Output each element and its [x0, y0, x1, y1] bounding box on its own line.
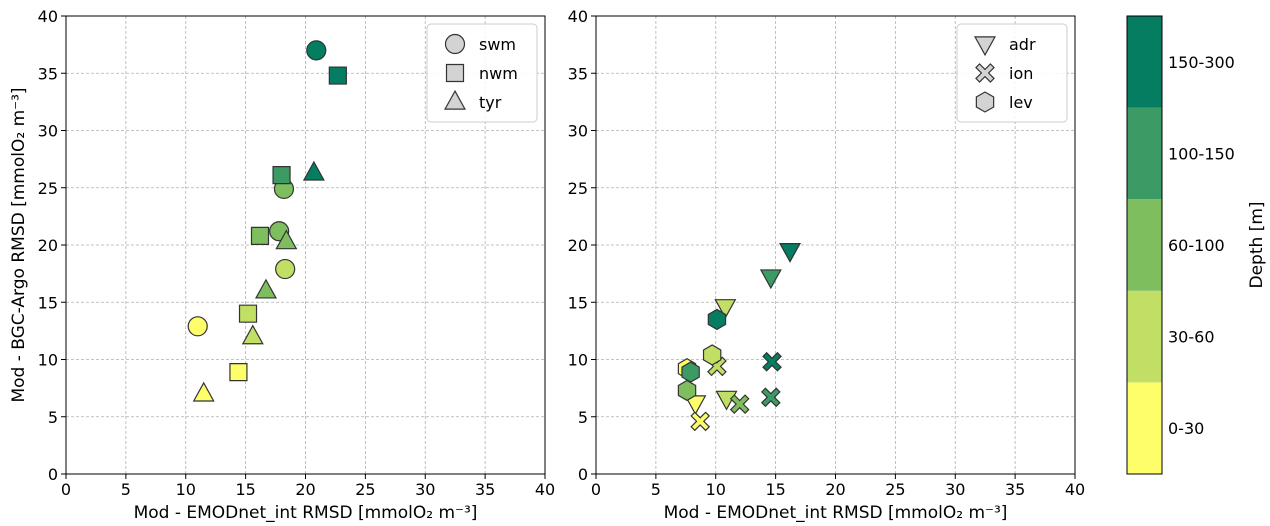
y-tick-label: 10: [38, 351, 58, 370]
tyr-data-point: [254, 278, 277, 299]
x-tick-label: 0: [61, 480, 71, 499]
lev-data-point: [702, 344, 722, 366]
tyr-data-point: [275, 229, 298, 250]
colorbar-tick-label: 0-30: [1168, 419, 1204, 438]
colorbar-tick-label: 100-150: [1168, 144, 1235, 163]
legend-lev-label: lev: [1009, 93, 1033, 112]
x-tick-label: 25: [885, 480, 905, 499]
adr-data-point: [714, 299, 737, 319]
legend-nwm-marker: [445, 63, 465, 83]
y-tick-label: 5: [578, 408, 588, 427]
x-tick-label: 40: [1065, 480, 1085, 499]
y-tick-label: 15: [568, 293, 588, 312]
lev-data-point: [707, 308, 727, 331]
colorbar-tick-label: 60-100: [1168, 236, 1225, 255]
colorbar-segment-0-30: [1127, 382, 1162, 474]
y-tick-label: 0: [578, 465, 588, 484]
colorbar-segment-60-100: [1127, 199, 1162, 291]
legend-nwm-label: nwm: [479, 64, 518, 83]
left-chart-panel: 0 5 10 15 20 25 30 35 40 0 5 10 15 20 25 30 35 40 Mod - EM…: [9, 7, 555, 523]
y-tick-label: 25: [38, 179, 58, 198]
y-axis-label: Mod - BGC-Argo RMSD [mmolO₂ m⁻³]: [9, 87, 29, 402]
tyr-data-point: [302, 160, 325, 181]
x-tick-label: 20: [825, 480, 845, 499]
y-tick-label: 15: [38, 293, 58, 312]
colorbar-frame: [1126, 15, 1163, 475]
x-tick-label: 30: [415, 480, 435, 499]
y-tick-label: 30: [568, 122, 588, 141]
y-tick-label: 40: [38, 7, 58, 26]
nwm-data-point: [250, 226, 270, 245]
ion-data-point: [762, 351, 782, 372]
legend-ion-marker: [975, 63, 995, 83]
ion-data-point: [760, 387, 781, 408]
x-tick-label: 35: [475, 480, 495, 499]
tyr-data-point: [192, 381, 215, 402]
y-tick-label: 10: [568, 351, 588, 370]
ion-data-point: [729, 394, 750, 415]
x-tick-label: 15: [235, 480, 255, 499]
y-tick-label: 40: [568, 7, 588, 26]
y-tick-label: 20: [568, 236, 588, 255]
x-tick-label: 40: [535, 480, 555, 499]
legend-swm-marker: [444, 33, 466, 55]
x-axis-label: Mod - EMODnet_int RMSD [mmolO₂ m⁻³]: [664, 503, 1008, 523]
adr-data-point: [779, 243, 801, 263]
colorbar-segment-100-150: [1127, 107, 1162, 200]
x-tick-label: 10: [176, 480, 196, 499]
y-tick-label: 35: [568, 64, 588, 83]
tyr-data-point: [241, 324, 264, 345]
x-tick-label: 20: [295, 480, 315, 499]
nwm-data-point: [229, 362, 248, 382]
colorbar-segment-150-300: [1127, 16, 1162, 108]
right-chart-panel: 0 5 10 15 20 25 30 35 40 0 5 10 15 20 25 30 35 40 Mod - EM…: [568, 7, 1086, 523]
y-tick-label: 5: [48, 408, 58, 427]
y-tick-label: 0: [48, 465, 58, 484]
legend-lev-marker: [975, 91, 995, 113]
legend-tyr-marker: [444, 89, 466, 110]
legend-adr-label: adr: [1009, 35, 1036, 54]
x-tick-label: 35: [1005, 480, 1025, 499]
y-tick-label: 35: [38, 64, 58, 83]
x-tick-label: 5: [121, 480, 131, 499]
x-tick-label: 5: [651, 480, 661, 499]
x-axis-label: Mod - EMODnet_int RMSD [mmolO₂ m⁻³]: [134, 503, 478, 523]
colorbar-tick-label: 30-60: [1168, 328, 1215, 347]
nwm-data-point: [272, 166, 291, 185]
y-tick-label: 20: [38, 236, 58, 255]
x-tick-label: 25: [355, 480, 375, 499]
y-tick-label: 25: [568, 179, 588, 198]
legend-ion-label: ion: [1009, 64, 1033, 83]
x-tick-label: 15: [765, 480, 785, 499]
lev-data-point: [681, 361, 700, 383]
depth-colorbar: 0-30 30-60 60-100 100-150 150-300 Depth [m]: [1126, 15, 1267, 475]
nwm-data-point: [328, 66, 347, 85]
swm-data-point: [306, 40, 327, 61]
x-tick-label: 0: [591, 480, 601, 499]
lev-data-point: [677, 379, 697, 402]
colorbar-tick-label: 150-300: [1168, 53, 1235, 72]
swm-data-point: [275, 258, 296, 280]
x-tick-label: 10: [706, 480, 726, 499]
x-tick-label: 30: [945, 480, 965, 499]
nwm-data-point: [238, 304, 258, 323]
colorbar-segment-30-60: [1127, 290, 1162, 383]
colorbar-label: Depth [m]: [1247, 201, 1267, 288]
ion-data-point: [690, 411, 711, 432]
legend-swm-label: swm: [479, 35, 516, 54]
legend-adr-marker: [974, 36, 996, 57]
y-tick-label: 30: [38, 122, 58, 141]
legend-tyr-label: tyr: [479, 93, 502, 112]
swm-data-point: [187, 316, 208, 337]
adr-data-point: [759, 269, 782, 290]
